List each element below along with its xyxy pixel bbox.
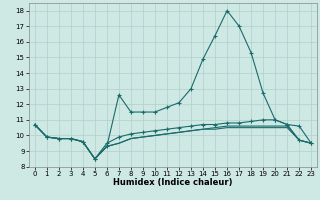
X-axis label: Humidex (Indice chaleur): Humidex (Indice chaleur) (113, 178, 233, 187)
